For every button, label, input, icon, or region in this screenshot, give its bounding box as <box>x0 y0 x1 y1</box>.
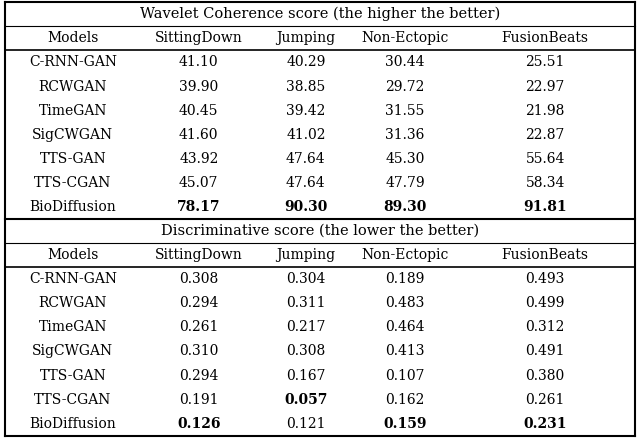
Text: 0.189: 0.189 <box>385 272 425 286</box>
Text: 0.159: 0.159 <box>383 417 427 431</box>
Text: Wavelet Coherence score (the higher the better): Wavelet Coherence score (the higher the … <box>140 7 500 21</box>
Text: 0.304: 0.304 <box>286 272 326 286</box>
Text: 0.311: 0.311 <box>286 297 326 310</box>
Text: 40.29: 40.29 <box>286 56 326 69</box>
Text: C-RNN-GAN: C-RNN-GAN <box>29 56 117 69</box>
Text: 47.64: 47.64 <box>286 152 326 166</box>
Text: 0.294: 0.294 <box>179 369 218 382</box>
Text: 91.81: 91.81 <box>524 200 567 214</box>
Text: TimeGAN: TimeGAN <box>38 321 107 334</box>
Text: 41.60: 41.60 <box>179 128 218 141</box>
Text: 31.36: 31.36 <box>385 128 425 141</box>
Text: 0.126: 0.126 <box>177 417 221 431</box>
Text: 0.380: 0.380 <box>525 369 564 382</box>
Text: 43.92: 43.92 <box>179 152 218 166</box>
Text: 41.02: 41.02 <box>286 128 326 141</box>
Text: TTS-GAN: TTS-GAN <box>40 152 106 166</box>
Text: 45.07: 45.07 <box>179 176 218 190</box>
Text: SittingDown: SittingDown <box>155 248 243 262</box>
Text: 22.87: 22.87 <box>525 128 565 141</box>
Text: 29.72: 29.72 <box>385 80 425 93</box>
Text: 0.162: 0.162 <box>385 393 425 406</box>
Text: 0.217: 0.217 <box>286 321 326 334</box>
Text: BioDiffusion: BioDiffusion <box>29 200 116 214</box>
Text: SigCWGAN: SigCWGAN <box>32 345 113 358</box>
Text: RCWGAN: RCWGAN <box>38 80 107 93</box>
Text: 47.64: 47.64 <box>286 176 326 190</box>
Text: 40.45: 40.45 <box>179 104 218 117</box>
Text: 0.491: 0.491 <box>525 345 565 358</box>
Text: 0.312: 0.312 <box>525 321 565 334</box>
Text: 0.167: 0.167 <box>286 369 326 382</box>
Text: 55.64: 55.64 <box>525 152 565 166</box>
Text: 39.90: 39.90 <box>179 80 218 93</box>
Text: 0.413: 0.413 <box>385 345 425 358</box>
Text: TTS-GAN: TTS-GAN <box>40 369 106 382</box>
Text: Jumping: Jumping <box>276 32 335 45</box>
Text: 90.30: 90.30 <box>284 200 328 214</box>
Text: 0.294: 0.294 <box>179 297 218 310</box>
Text: SigCWGAN: SigCWGAN <box>32 128 113 141</box>
Text: 25.51: 25.51 <box>525 56 565 69</box>
Text: 0.261: 0.261 <box>525 393 565 406</box>
Text: 0.310: 0.310 <box>179 345 218 358</box>
Text: TimeGAN: TimeGAN <box>38 104 107 117</box>
Text: Models: Models <box>47 32 99 45</box>
Text: 0.107: 0.107 <box>385 369 425 382</box>
Text: TTS-CGAN: TTS-CGAN <box>34 393 111 406</box>
Text: Non-Ectopic: Non-Ectopic <box>362 32 449 45</box>
Text: 89.30: 89.30 <box>383 200 427 214</box>
Text: 78.17: 78.17 <box>177 200 221 214</box>
Text: 22.97: 22.97 <box>525 80 565 93</box>
Text: C-RNN-GAN: C-RNN-GAN <box>29 272 117 286</box>
Text: 47.79: 47.79 <box>385 176 425 190</box>
Text: 39.42: 39.42 <box>286 104 326 117</box>
Text: FusionBeats: FusionBeats <box>502 32 589 45</box>
Text: Discriminative score (the lower the better): Discriminative score (the lower the bett… <box>161 224 479 238</box>
Text: 0.499: 0.499 <box>525 297 565 310</box>
Text: 38.85: 38.85 <box>286 80 326 93</box>
Text: 0.493: 0.493 <box>525 272 565 286</box>
Text: Models: Models <box>47 248 99 262</box>
Text: 0.121: 0.121 <box>286 417 326 431</box>
Text: FusionBeats: FusionBeats <box>502 248 589 262</box>
Text: 31.55: 31.55 <box>385 104 425 117</box>
Text: Jumping: Jumping <box>276 248 335 262</box>
Text: BioDiffusion: BioDiffusion <box>29 417 116 431</box>
Text: 58.34: 58.34 <box>525 176 565 190</box>
Text: RCWGAN: RCWGAN <box>38 297 107 310</box>
Text: 0.464: 0.464 <box>385 321 425 334</box>
Text: Non-Ectopic: Non-Ectopic <box>362 248 449 262</box>
Text: 0.261: 0.261 <box>179 321 218 334</box>
Text: 30.44: 30.44 <box>385 56 425 69</box>
Text: 0.057: 0.057 <box>284 393 328 406</box>
Text: 41.10: 41.10 <box>179 56 219 69</box>
Text: SittingDown: SittingDown <box>155 32 243 45</box>
Text: TTS-CGAN: TTS-CGAN <box>34 176 111 190</box>
Text: 45.30: 45.30 <box>385 152 425 166</box>
Text: 0.191: 0.191 <box>179 393 218 406</box>
Text: 21.98: 21.98 <box>525 104 565 117</box>
Text: 0.308: 0.308 <box>286 345 326 358</box>
Text: 0.231: 0.231 <box>524 417 567 431</box>
Text: 0.308: 0.308 <box>179 272 218 286</box>
Text: 0.483: 0.483 <box>385 297 425 310</box>
